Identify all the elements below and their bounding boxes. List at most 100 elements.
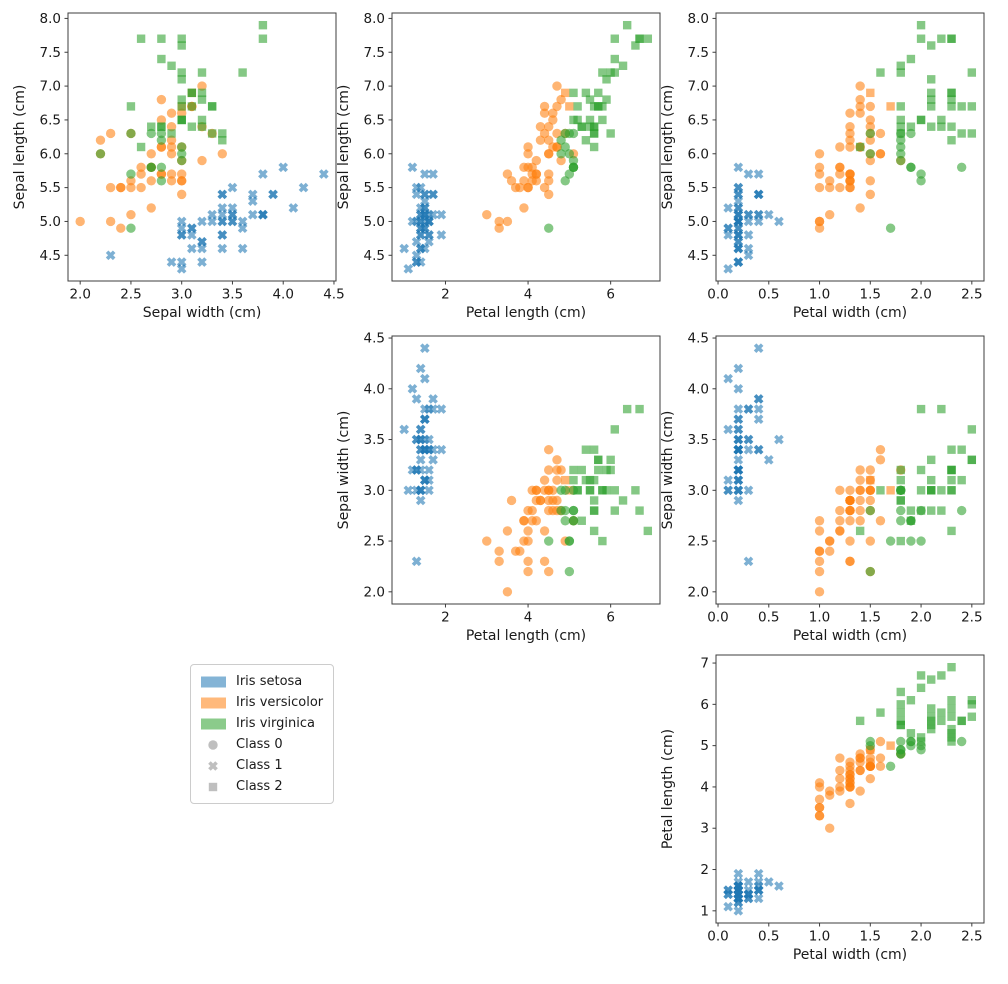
legend-item-iris-setosa: Iris setosa: [200, 671, 324, 692]
y-tick-label: 7.0: [364, 79, 385, 95]
axes-frame: [391, 12, 661, 282]
y-tick-label: 8.0: [40, 11, 61, 27]
x-axis-label: Sepal width (cm): [143, 305, 262, 321]
y-tick-label: 7: [700, 656, 709, 672]
x-tick-label: 0.0: [707, 929, 728, 945]
x-tick-label: 1.0: [809, 287, 830, 303]
y-axis-ticks: 4.5 5.0 5.5 6.0 6.5 7.0 7.5 8.0: [688, 11, 716, 264]
legend-label: Iris setosa: [236, 674, 303, 689]
x-tick-label: 2.0: [910, 929, 931, 945]
x-tick-label: 4.0: [272, 287, 293, 303]
axes-frame: [391, 335, 661, 605]
y-tick-label: 2: [700, 862, 709, 878]
x-axis-ticks: 0.0 0.5 1.0 1.5 2.0 2.5: [707, 923, 983, 945]
x-axis-label: Petal width (cm): [793, 305, 907, 321]
y-tick-label: 5.0: [40, 214, 61, 230]
y-tick-label: 2.0: [688, 584, 709, 600]
y-tick-label: 6.5: [364, 112, 385, 128]
y-tick-label: 6.0: [688, 146, 709, 162]
y-tick-label: 7.5: [40, 45, 61, 61]
y-tick-label: 7.5: [364, 45, 385, 61]
legend-label: Iris versicolor: [236, 695, 324, 710]
x-tick-label: 2.0: [910, 287, 931, 303]
subplot-sepal_width-vs-petal_length: 2 4 6 2.0 2.5 3.0 3.5 4.0 4.5 Petal length (cm) Se…: [336, 331, 661, 644]
scatter-points: [399, 20, 653, 274]
y-tick-label: 3.5: [364, 432, 385, 448]
y-tick-label: 3.5: [688, 432, 709, 448]
x-tick-label: 2.0: [69, 287, 90, 303]
x-tick-label: 2: [441, 287, 450, 303]
subplot-petal_length-vs-petal_width: 0.0 0.5 1.0 1.5 2.0 2.5 1 2 3 4 5 6 7 Petal width (cm…: [660, 654, 985, 963]
x-tick-label: 1.5: [860, 610, 881, 626]
y-axis-label: Sepal width (cm): [660, 411, 676, 530]
axes-frame: [715, 335, 985, 605]
x-axis-ticks: 0.0 0.5 1.0 1.5 2.0 2.5: [707, 281, 983, 303]
legend: Iris setosa Iris versicolor Iris virginica…: [190, 664, 334, 804]
x-tick-label: 1.5: [860, 287, 881, 303]
legend-label: Class 1: [236, 758, 283, 773]
subplot-sepal_length-vs-sepal_width: 2.0 2.5 3.0 3.5 4.0 4.5 4.5 5.0 5.5 6.0 6.5 7.0 7.5 8…: [12, 11, 345, 321]
x-tick-label: 2: [441, 610, 450, 626]
y-tick-label: 5.0: [364, 214, 385, 230]
x-tick-label: 0.0: [707, 610, 728, 626]
y-tick-label: 4.0: [364, 381, 385, 397]
legend-square-marker-icon: [208, 782, 218, 791]
y-axis-label: Sepal length (cm): [12, 85, 28, 210]
x-axis-ticks: 2 4 6: [441, 281, 615, 303]
x-tick-label: 3.0: [171, 287, 192, 303]
legend-item-class-0: Class 0: [200, 734, 324, 755]
y-tick-label: 3: [700, 821, 709, 837]
y-tick-label: 8.0: [688, 11, 709, 27]
x-axis-ticks: 0.0 0.5 1.0 1.5 2.0 2.5: [707, 604, 983, 626]
y-axis-ticks: 4.5 5.0 5.5 6.0 6.5 7.0 7.5 8.0: [364, 11, 392, 264]
axes-frame: [67, 12, 337, 282]
subplot-sepal_width-vs-petal_width: 0.0 0.5 1.0 1.5 2.0 2.5 2.0 2.5 3.0 3.5 4.0 4.5 Peta…: [660, 331, 985, 644]
axes-frame: [715, 654, 985, 924]
x-tick-label: 0.5: [758, 287, 779, 303]
x-tick-label: 4: [524, 610, 533, 626]
legend-label: Iris virginica: [236, 716, 315, 731]
x-tick-label: 2.5: [961, 610, 982, 626]
axes-frame: [715, 12, 985, 282]
y-tick-label: 7.0: [40, 79, 61, 95]
x-tick-label: 0.5: [758, 929, 779, 945]
x-tick-label: 1.0: [809, 929, 830, 945]
legend-item-class-1: Class 1: [200, 755, 324, 776]
x-tick-label: 2.5: [961, 929, 982, 945]
x-tick-label: 4: [524, 287, 533, 303]
y-axis-label: Petal length (cm): [660, 729, 676, 849]
y-tick-label: 4.5: [688, 248, 709, 264]
y-axis-ticks: 4.5 5.0 5.5 6.0 6.5 7.0 7.5 8.0: [40, 11, 68, 264]
x-axis-label: Petal length (cm): [466, 628, 586, 644]
x-tick-label: 2.0: [910, 610, 931, 626]
y-tick-label: 7.0: [688, 79, 709, 95]
y-tick-label: 6.0: [40, 146, 61, 162]
y-tick-label: 6.5: [40, 112, 61, 128]
scatter-points: [399, 343, 653, 597]
legend-x-marker-icon: [208, 760, 218, 771]
y-axis-label: Sepal width (cm): [336, 411, 352, 530]
scatter-points: [723, 662, 977, 916]
x-axis-ticks: 2.0 2.5 3.0 3.5 4.0 4.5: [69, 281, 345, 303]
scatter-points: [723, 20, 977, 274]
subplot-sepal_length-vs-petal_width: 0.0 0.5 1.0 1.5 2.0 2.5 4.5 5.0 5.5 6.0 6.5 7.0 7.5 8…: [660, 11, 985, 321]
y-tick-label: 4.5: [364, 331, 385, 347]
x-axis-ticks: 2 4 6: [441, 604, 615, 626]
scatter-points: [75, 20, 329, 274]
y-axis-label: Sepal length (cm): [660, 85, 676, 210]
x-tick-label: 0.5: [758, 610, 779, 626]
scatter-points: [723, 343, 977, 597]
y-tick-label: 3.0: [688, 483, 709, 499]
y-axis-ticks: 1 2 3 4 5 6 7: [700, 656, 716, 919]
y-tick-label: 6: [700, 697, 709, 713]
y-tick-label: 6.0: [364, 146, 385, 162]
x-tick-label: 2.5: [120, 287, 141, 303]
legend-item-class-2: Class 2: [200, 776, 324, 797]
y-tick-label: 4.5: [364, 248, 385, 264]
y-tick-label: 2.5: [688, 534, 709, 550]
y-axis-ticks: 2.0 2.5 3.0 3.5 4.0 4.5: [688, 331, 716, 600]
y-tick-label: 2.5: [364, 534, 385, 550]
y-tick-label: 4.5: [40, 248, 61, 264]
legend-color-patch: [201, 718, 226, 729]
x-axis-label: Petal length (cm): [466, 305, 586, 321]
